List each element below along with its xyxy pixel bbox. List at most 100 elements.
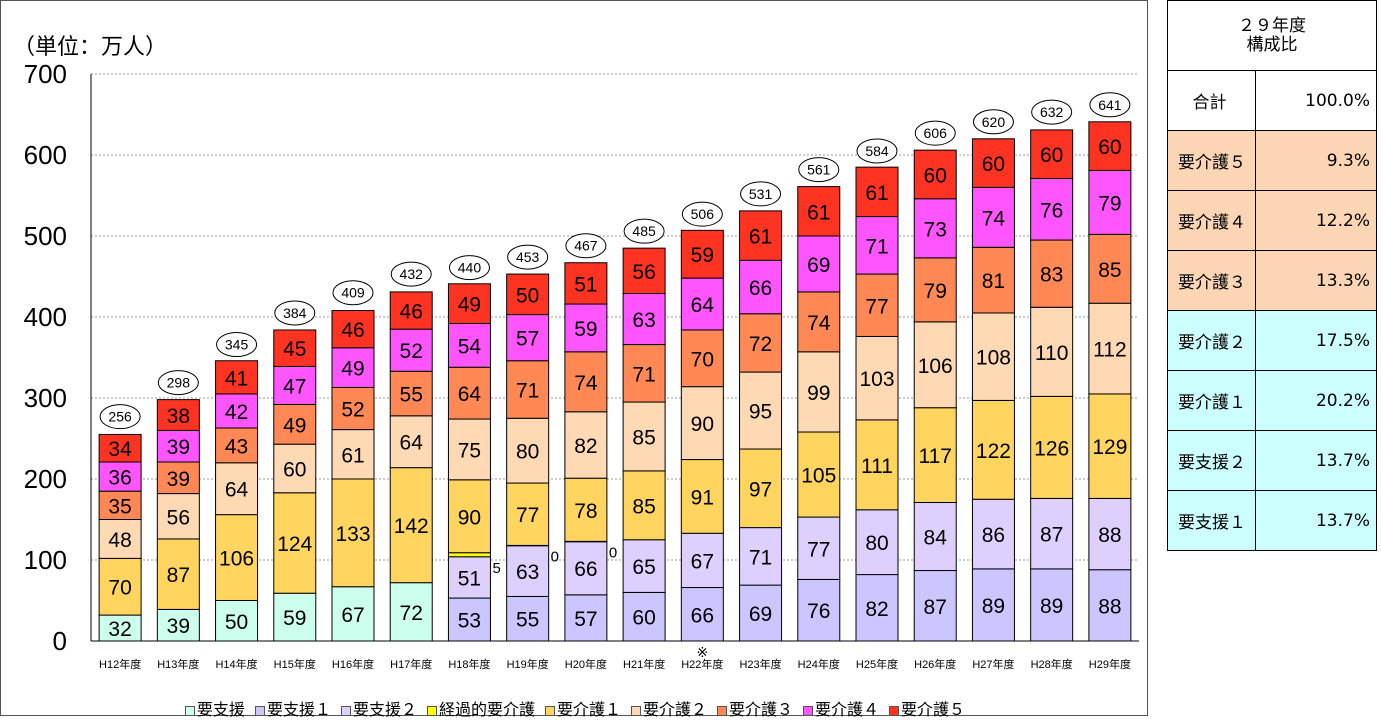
data-label: 74: [982, 207, 1006, 230]
data-label: 90: [691, 413, 714, 436]
ratio-row-label: 要介護４: [1167, 190, 1256, 251]
bar-segment: [564, 262, 608, 305]
x-tick-label: H29年度: [1089, 657, 1131, 671]
data-label: 99: [807, 382, 830, 405]
ratio-table-row: 合計 100.0%: [1167, 70, 1377, 131]
total-label: 467: [574, 238, 598, 254]
bar-segment: [389, 291, 433, 330]
x-tick-label: H26年度: [914, 657, 956, 671]
bar-segment: [564, 411, 608, 479]
bar-segment: [797, 431, 841, 518]
bar-segment: [564, 540, 608, 596]
data-label: 95: [749, 401, 772, 424]
legend-swatch: [544, 705, 555, 716]
legend-item: 要介護４: [803, 696, 879, 720]
bar-segment: [447, 552, 491, 558]
x-tick-label: H23年度: [739, 657, 781, 671]
bar-segment: [447, 366, 491, 420]
total-ellipse: [1031, 99, 1073, 125]
data-label: 0: [609, 544, 617, 561]
y-tick-label: 300: [24, 383, 67, 413]
bar-segment: [98, 614, 142, 642]
ratio-row-value: 100.0%: [1255, 70, 1377, 131]
bar-segment: [739, 313, 783, 373]
total-label: 506: [691, 206, 715, 222]
x-tick-label: H20年度: [565, 657, 607, 671]
bar-segment: [564, 594, 608, 642]
bar-segment: [913, 407, 957, 503]
bar-segment: [739, 259, 783, 315]
total-label: 606: [924, 125, 948, 141]
bar-segment: [273, 365, 317, 405]
total-label: 453: [516, 249, 540, 265]
bar-segment: [797, 186, 841, 237]
bar-segment: [331, 429, 375, 480]
y-tick-label: 600: [24, 140, 67, 170]
data-label: 71: [749, 546, 772, 569]
bar-segment: [971, 498, 1015, 570]
bar-segment: [855, 419, 899, 511]
data-label: 71: [516, 379, 539, 402]
data-label: 39: [167, 615, 190, 638]
bar-segment: [156, 493, 200, 540]
data-label: 39: [167, 436, 190, 459]
data-label: 65: [632, 556, 655, 579]
data-label: 52: [400, 340, 423, 363]
bar-segment: [1088, 302, 1132, 395]
data-label: 111: [861, 455, 893, 478]
ratio-row-value: 13.7%: [1255, 490, 1377, 551]
bar-segment: [156, 538, 200, 610]
data-label: 126: [1034, 437, 1069, 460]
data-label: 110: [1035, 342, 1068, 365]
legend-label: 要介護３: [729, 700, 794, 719]
ratio-table-row: 要介護４ 12.2%: [1167, 190, 1377, 251]
bar-segment: [331, 347, 375, 388]
x-tick-label: H17年度: [390, 657, 432, 671]
data-label: 85: [632, 426, 655, 449]
data-label: 80: [516, 441, 539, 464]
total-label: 345: [225, 337, 249, 353]
bar-segment: [273, 329, 317, 367]
data-label: 32: [108, 618, 131, 641]
ratio-table-header-year: ２９年度: [1238, 15, 1306, 36]
bar-segment: [273, 443, 317, 494]
chart-frame: 0 100 200 300 400 500 600 700 32 70 48 35 36 34 256 H12…: [0, 0, 1148, 719]
total-label: 440: [458, 260, 482, 276]
data-label: 84: [924, 527, 948, 550]
total-ellipse: [216, 332, 258, 358]
bar-segment: [797, 578, 841, 642]
y-tick-label: 200: [24, 464, 67, 494]
data-label: 77: [516, 504, 539, 527]
bar-segment: [506, 544, 550, 597]
ratio-row-value: 12.2%: [1255, 190, 1377, 251]
data-label: 89: [1040, 595, 1063, 618]
bar-segment: [564, 351, 608, 413]
legend-item: 要介護１: [544, 696, 621, 720]
total-ellipse: [99, 404, 141, 430]
bar-segment: [215, 514, 259, 602]
legend-label: 要支援２: [352, 700, 417, 719]
total-label: 298: [167, 375, 191, 391]
y-tick-label: 500: [24, 221, 67, 251]
data-label: 124: [277, 533, 312, 556]
bar-segment: [680, 386, 724, 461]
total-ellipse: [448, 255, 490, 281]
data-label: 97: [749, 478, 772, 501]
bar-segment: [389, 582, 433, 642]
legend-label: 要支援１: [266, 700, 331, 719]
footnote-mark: ※: [696, 644, 708, 660]
data-label: 55: [516, 609, 539, 632]
bar-segment: [98, 461, 142, 492]
x-tick-label: H27年度: [972, 657, 1014, 671]
bar-segment: [797, 291, 841, 353]
data-label: 50: [516, 284, 539, 307]
total-ellipse: [681, 201, 723, 227]
stacked-bar-chart: 0100200300400500600700327048353634256H12…: [24, 59, 1139, 671]
data-label: 72: [749, 333, 772, 356]
data-label: 66: [574, 558, 597, 581]
legend-swatch: [717, 705, 728, 716]
bar-segment: [447, 479, 491, 554]
x-tick-label: H22年度: [681, 657, 723, 671]
legend-swatch: [803, 705, 814, 716]
data-label: 133: [335, 523, 370, 546]
